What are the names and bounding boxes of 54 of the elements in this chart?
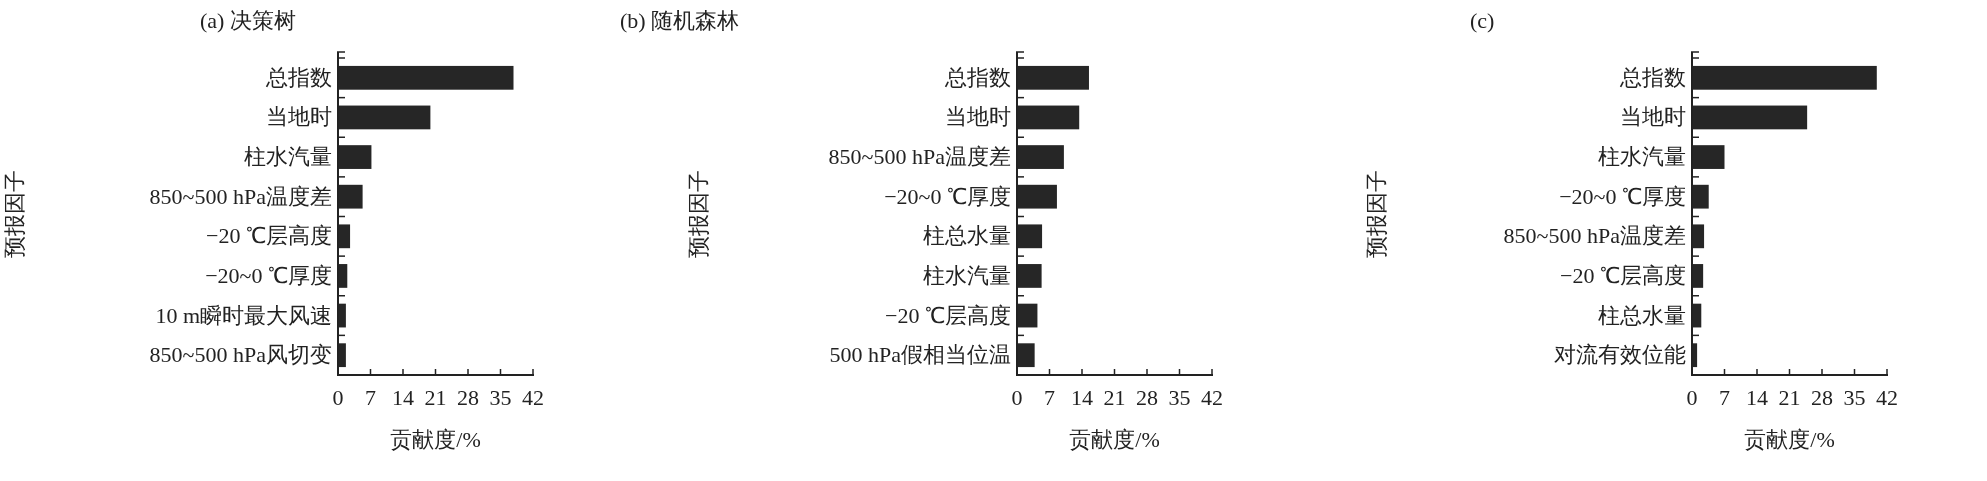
- y-tick-label: 850~500 hPa风切变: [149, 342, 332, 368]
- x-tick-label: 35: [1168, 385, 1191, 410]
- y-tick-label: 柱水汽量: [1598, 144, 1686, 170]
- x-tick-label: 28: [457, 385, 479, 410]
- x-tick-label: 28: [1136, 385, 1158, 410]
- x-tick-label: 0: [1011, 385, 1023, 410]
- y-tick-label: 当地时: [1620, 104, 1686, 130]
- y-tick-label: 柱水汽量: [923, 262, 1011, 288]
- x-tick-label: 35: [489, 385, 512, 410]
- x-tick-label: 14: [1746, 385, 1768, 410]
- x-tick-label: 42: [1876, 385, 1898, 410]
- x-tick-label: 21: [424, 385, 447, 410]
- x-tick-label: 0: [332, 385, 344, 410]
- y-tick-label: 当地时: [266, 104, 332, 130]
- y-tick-label: −20 ℃层高度: [885, 302, 1011, 328]
- x-tick-label: 0: [1686, 385, 1698, 410]
- y-tick-label: 850~500 hPa温度差: [149, 183, 332, 209]
- y-tick-label: 总指数: [1619, 64, 1686, 90]
- y-tick-label: 10 m瞬时最大风速: [155, 302, 332, 328]
- x-tick-label: 14: [1071, 385, 1093, 410]
- x-axis-title: 贡献度/%: [390, 427, 481, 452]
- y-axis-title: 预报因子: [2, 169, 27, 258]
- y-tick-label: 850~500 hPa温度差: [828, 144, 1011, 170]
- text: (c): [1470, 8, 1495, 33]
- x-tick-label: 14: [392, 385, 414, 410]
- y-tick-label: −20~0 ℃厚度: [205, 262, 332, 288]
- x-tick-label: 7: [1719, 385, 1730, 410]
- y-tick-label: 总指数: [944, 64, 1011, 90]
- y-tick-label: 850~500 hPa温度差: [1503, 223, 1686, 249]
- y-tick-label: 柱总水量: [923, 223, 1011, 249]
- y-tick-label: 柱水汽量: [244, 144, 332, 170]
- y-axis-title: 预报因子: [1364, 169, 1389, 258]
- chart-title: (a) 决策树: [200, 8, 296, 33]
- y-tick-label: 500 hPa假相当位温: [829, 342, 1011, 368]
- x-axis-title: 贡献度/%: [1744, 427, 1835, 452]
- x-tick-label: 42: [1201, 385, 1223, 410]
- y-axis-title: 预报因子: [686, 169, 711, 258]
- y-tick-label: −20~0 ℃厚度: [884, 183, 1011, 209]
- text: (b) 随机森林: [620, 8, 740, 33]
- y-tick-label: 总指数: [265, 64, 332, 90]
- y-tick-label: −20~0 ℃厚度: [1559, 183, 1686, 209]
- y-tick-label: −20 ℃层高度: [1560, 262, 1686, 288]
- x-axis-title: 贡献度/%: [1069, 427, 1160, 452]
- x-tick-label: 35: [1843, 385, 1866, 410]
- y-tick-label: −20 ℃层高度: [206, 223, 332, 249]
- x-tick-label: 7: [365, 385, 376, 410]
- x-tick-label: 21: [1103, 385, 1126, 410]
- x-tick-label: 7: [1044, 385, 1055, 410]
- x-tick-label: 28: [1811, 385, 1833, 410]
- x-tick-label: 42: [522, 385, 544, 410]
- y-tick-label: 当地时: [945, 104, 1011, 130]
- x-tick-label: 21: [1778, 385, 1801, 410]
- y-tick-label: 柱总水量: [1598, 302, 1686, 328]
- y-tick-label: 对流有效位能: [1554, 342, 1686, 368]
